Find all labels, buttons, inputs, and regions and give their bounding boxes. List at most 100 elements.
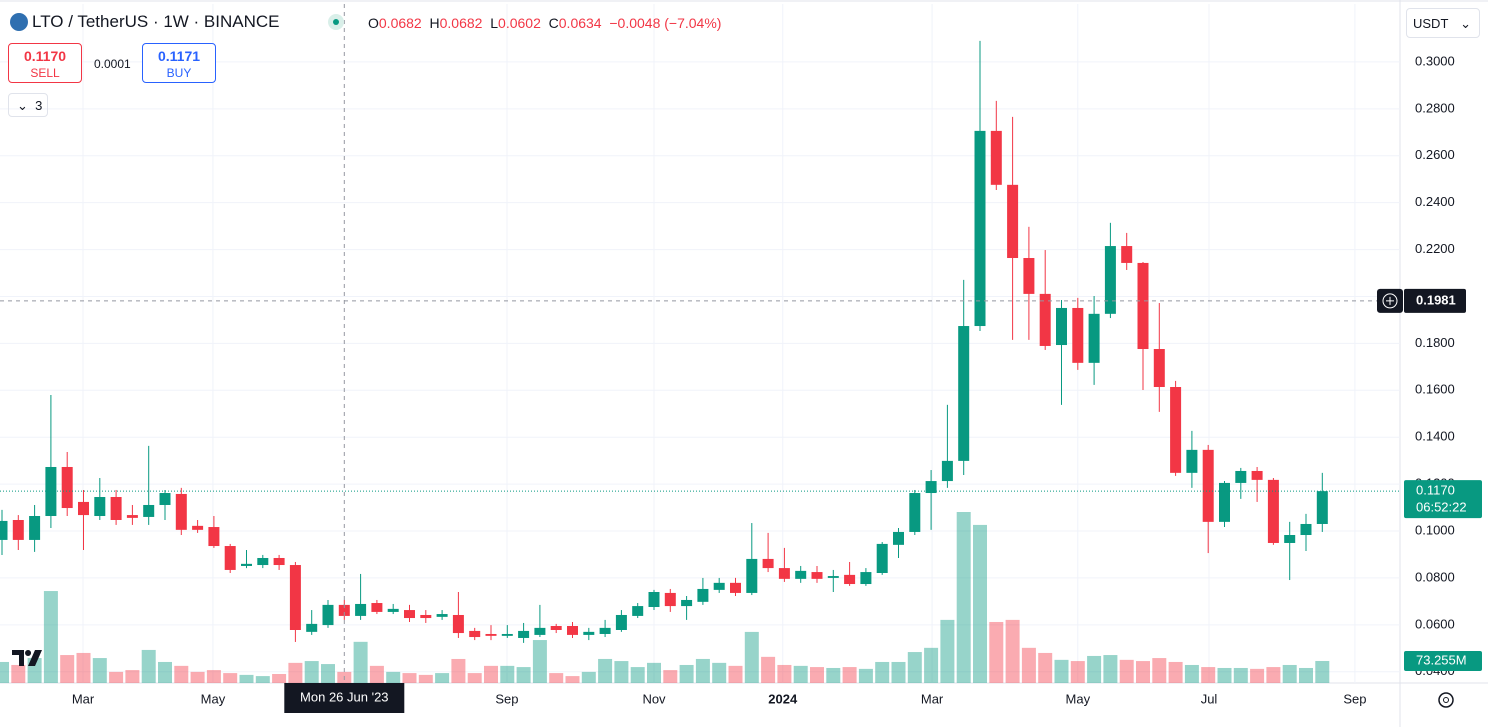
volume-bar [484, 665, 498, 683]
candle-body [322, 604, 334, 626]
y-tick-label: 0.2200 [1415, 241, 1455, 256]
candle-body [811, 572, 823, 579]
ohlc-value: 0.0682 [439, 15, 483, 31]
candle-body [371, 603, 383, 612]
candle-body [126, 515, 138, 518]
candle-body [1039, 293, 1051, 346]
candle-body [1267, 479, 1279, 543]
ohlc-value: 0.0682 [378, 15, 422, 31]
candle-body [355, 603, 367, 616]
plot-background [0, 0, 1400, 683]
x-tick-label: Mar [72, 691, 95, 706]
volume-bar [647, 662, 661, 683]
volume-bar [1282, 664, 1297, 683]
currency-select[interactable]: USDT ⌄ [1406, 8, 1480, 38]
volume-bar [663, 670, 678, 683]
candle-body [1023, 258, 1035, 294]
candle-body [289, 565, 301, 630]
volume-label-box [1404, 650, 1482, 671]
volume-bar [989, 621, 1004, 683]
volume-bar [1005, 619, 1020, 683]
indicators-toggle[interactable]: ⌄ 3 [8, 93, 48, 117]
candle-body [762, 558, 774, 569]
volume-bar [924, 647, 939, 683]
candle-body [404, 610, 415, 619]
volume-bar [907, 652, 922, 683]
volume-bar [272, 673, 287, 683]
y-tick-label: 0.0600 [1415, 616, 1455, 631]
volume-bar [532, 640, 547, 683]
volume-bar [1038, 652, 1053, 683]
volume-bar [1087, 655, 1102, 683]
candle-body [224, 546, 236, 570]
candle-body [583, 631, 595, 635]
volume-bar [695, 658, 710, 683]
volume-bar [1136, 661, 1150, 683]
candle-body [567, 626, 578, 635]
ohlc-key: C [548, 15, 559, 31]
x-tick-label: Sep [495, 691, 518, 706]
symbol-logo [10, 13, 28, 31]
crosshair-plus-sign [1386, 296, 1394, 305]
y-tick-label: 0.2400 [1415, 194, 1455, 209]
volume-bar [744, 631, 759, 683]
volume-bar [973, 524, 987, 683]
volume-bar [1054, 659, 1069, 683]
volume-bar [500, 665, 515, 683]
candle-body [648, 591, 660, 608]
volume-bar [402, 673, 417, 683]
volume-bar [549, 673, 564, 683]
buy-label: BUY [166, 66, 192, 80]
ohlc-value: 0.0634 [558, 15, 602, 31]
ohlc-key: O [368, 15, 379, 31]
candle-body [1284, 535, 1296, 543]
volume-bar [1184, 664, 1199, 683]
candle-body [632, 606, 644, 616]
volume-bar [386, 671, 401, 683]
crosshair-y-label: 0.1981 [1416, 292, 1456, 307]
candle-body [876, 543, 888, 573]
volume-bar [1266, 667, 1281, 683]
volume-bar [956, 512, 971, 683]
crosshair-plus-icon [1382, 293, 1398, 309]
volume-label: 73.255M [1416, 652, 1467, 667]
buy-button[interactable]: 0.1171 BUY [142, 43, 216, 83]
volume-bar [1315, 660, 1330, 683]
volume-bar [777, 664, 792, 683]
candle-body [1007, 184, 1019, 259]
x-tick-label: May [201, 691, 226, 706]
symbol-title[interactable]: LTO / TetherUS · 1W · BINANCE [32, 12, 280, 31]
candle-body [550, 626, 562, 630]
volume-bar [516, 667, 531, 683]
candle-body [713, 582, 725, 590]
candle-body [697, 588, 709, 602]
volume-bar [810, 667, 824, 683]
sell-button[interactable]: 0.1170 SELL [8, 43, 82, 83]
candle-body [1088, 313, 1100, 363]
candle-body [175, 493, 187, 530]
y-tick-label: 0.2800 [1415, 100, 1455, 115]
volume-bar [304, 661, 319, 683]
candle-body [1121, 246, 1133, 263]
y-tick-label: 0.1600 [1415, 382, 1455, 397]
y-tick-label: 0.1400 [1415, 429, 1455, 444]
candle-body [844, 574, 856, 585]
volume-bar [451, 658, 466, 683]
candle-body [208, 527, 220, 547]
volume-bar [1152, 658, 1167, 683]
x-tick-label: 2024 [768, 691, 798, 706]
candle-body [599, 627, 611, 634]
volume-bar [598, 658, 613, 683]
tradingview-logo [12, 650, 42, 666]
y-tick-label: 0.3000 [1415, 53, 1455, 68]
volume-bar [190, 671, 205, 683]
volume-bar [141, 649, 156, 683]
volume-bar [728, 665, 743, 683]
candle-body [12, 519, 24, 540]
candle-body [1219, 482, 1230, 522]
ohlc-key: H [429, 15, 440, 31]
change: −0.0048 (−7.04%) [609, 15, 722, 31]
volume-bar [858, 668, 873, 683]
volume-bar [614, 661, 629, 683]
